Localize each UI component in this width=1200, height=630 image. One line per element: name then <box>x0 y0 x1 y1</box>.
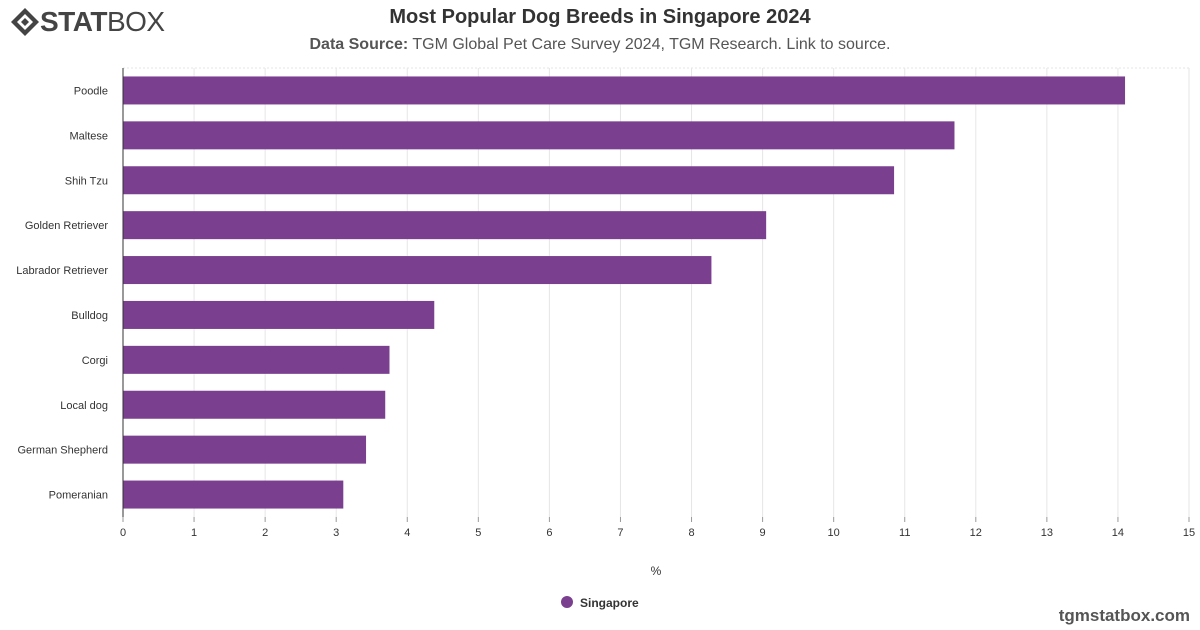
x-tick-label: 4 <box>404 527 410 539</box>
bar-corgi[interactable] <box>123 345 390 374</box>
x-tick-label: 3 <box>333 527 339 539</box>
category-label: Local dog <box>60 400 108 412</box>
statbox-logo-icon <box>11 8 39 36</box>
x-tick-label: 13 <box>1041 527 1053 539</box>
bar-poodle[interactable] <box>123 76 1126 105</box>
bar-local-dog[interactable] <box>123 390 386 419</box>
legend-label-singapore[interactable]: Singapore <box>580 596 639 610</box>
data-source-label: Data Source: <box>309 36 409 53</box>
category-label: Labrador Retriever <box>16 265 108 277</box>
x-tick-label: 10 <box>828 527 840 539</box>
bar-labrador-retriever[interactable] <box>123 256 712 285</box>
x-tick-label: 6 <box>546 527 552 539</box>
category-label: German Shepherd <box>18 445 109 457</box>
x-tick-label: 9 <box>760 527 766 539</box>
watermark: tgmstatbox.com <box>1058 606 1190 625</box>
x-tick-label: 14 <box>1112 527 1124 539</box>
bar-german-shepherd[interactable] <box>123 435 367 464</box>
category-label: Corgi <box>82 355 108 367</box>
category-label: Golden Retriever <box>25 220 108 232</box>
category-label: Maltese <box>69 130 108 142</box>
x-tick-label: 8 <box>688 527 694 539</box>
bar-pomeranian[interactable] <box>123 480 344 509</box>
legend-marker-singapore[interactable] <box>561 596 573 608</box>
bar-golden-retriever[interactable] <box>123 211 767 240</box>
x-tick-label: 11 <box>899 527 910 539</box>
category-label: Bulldog <box>71 310 108 322</box>
data-source-text[interactable]: TGM Global Pet Care Survey 2024, TGM Res… <box>408 36 891 53</box>
x-tick-label: 5 <box>475 527 481 539</box>
category-label: Poodle <box>74 85 108 97</box>
logo-wordmark: STATBOX <box>40 6 165 37</box>
bar-maltese[interactable] <box>123 121 955 150</box>
bar-bulldog[interactable] <box>123 300 435 329</box>
x-tick-label: 1 <box>191 527 197 539</box>
chart-subtitle[interactable]: Data Source: TGM Global Pet Care Survey … <box>0 36 1200 54</box>
x-tick-label: 12 <box>970 527 982 539</box>
statbox-logo: STATBOX <box>10 6 165 38</box>
chart-title: Most Popular Dog Breeds in Singapore 202… <box>389 6 811 28</box>
bar-shih-tzu[interactable] <box>123 166 895 195</box>
x-tick-label: 0 <box>120 527 126 539</box>
category-label: Pomeranian <box>49 490 108 502</box>
x-tick-label: 15 <box>1183 527 1195 539</box>
category-label: Shih Tzu <box>65 175 108 187</box>
x-tick-label: 2 <box>262 527 268 539</box>
x-axis-label: % <box>651 564 662 578</box>
x-tick-label: 7 <box>617 527 623 539</box>
